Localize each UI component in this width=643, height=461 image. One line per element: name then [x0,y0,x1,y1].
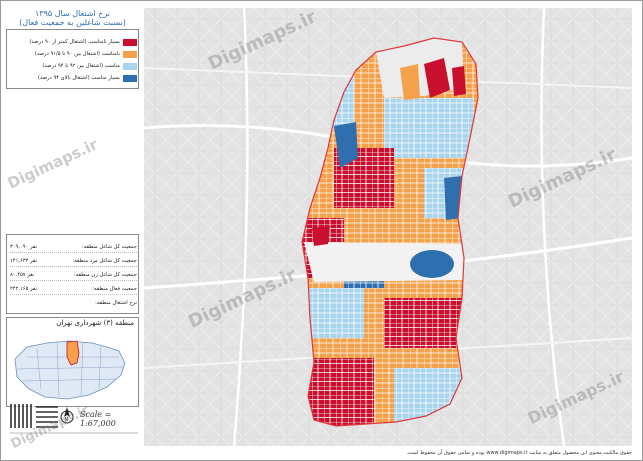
map-canvas[interactable]: Digimaps.ir Digimaps.ir Digimaps.ir Digi… [144,8,632,446]
legend-label: مناسب (اشتغال بین ۹۲ تا ۹۴ درصد) [42,63,120,69]
scale-label: Scale = 1:67,000 [80,410,116,428]
stat-value: ۱۴۱,۶۳۴ نفر [10,257,37,264]
legend-item-very-good: بسیار مناسب (اشتغال بالای ۹۴ درصد) [11,73,137,83]
credit-line: حقوق مالکیت معنوی این محصول متعلق به سای… [406,450,632,456]
title-line2: (نسبت شاغلین به جمعیت فعال) [19,18,126,27]
stat-row: ۱۴۱,۶۳۴ نفر جمعیت کل شاغل مرد منطقه: [10,255,137,267]
legend-label: نامناسب (اشتغال بین ۹۰ تا ۹۱/۵ درصد) [34,51,120,57]
legend-swatch [123,62,137,70]
stat-value: ۲۴۲,۱۶۵ نفر [10,285,37,292]
inset-panel: منطقه (۳) شهرداری تهران [6,317,139,407]
road [540,8,566,446]
stat-label: جمعیت کل شاغل زن منطقه: [74,271,137,278]
qr-code [10,404,34,428]
stat-label: جمعیت کل شاغل منطقه: [81,243,137,250]
map-svg [144,8,632,446]
legend-label: بسیار مناسب (اشتغال بالای ۹۴ درصد) [37,75,120,81]
stat-row: ۸۰,۴۵۷ نفر جمعیت کل شاغل زن منطقه: [10,269,137,281]
legend-panel: بسیار نامناسب (اشتغال کمتر از ۹۰ درصد) ن… [6,29,139,89]
stat-value: ۳۰۹,۰۹۰ نفر [10,243,37,250]
stat-label: جمعیت کل شاغل مرد منطقه: [72,257,137,264]
legend-item-very-poor: بسیار نامناسب (اشتغال کمتر از ۹۰ درصد) [11,37,137,47]
stat-label: نرخ اشتغال منطقه: [95,299,137,306]
svg-text:N: N [65,417,69,423]
inset-map [14,340,126,400]
stat-row: ۳۰۹,۰۹۰ نفر جمعیت کل شاغل منطقه: [10,241,137,253]
legend-swatch [123,50,137,58]
legend-swatch [123,74,137,82]
district-lines [16,341,124,398]
inset-title: منطقه (۳) شهرداری تهران [56,319,134,327]
footer-small-text [10,432,138,434]
sidebar: نرخ اشتغال سال ۱۳۹۵ (نسبت شاغلین به جمعی… [6,8,139,446]
stat-row: نرخ اشتغال منطقه: [10,297,137,308]
stat-value: ۸۰,۴۵۷ نفر [10,271,35,278]
legend-item-good: مناسب (اشتغال بین ۹۲ تا ۹۴ درصد) [11,61,137,71]
qr-code [36,404,58,428]
district-3-boundary [301,37,479,427]
stat-row: ۲۴۲,۱۶۵ نفر جمعیت فعال منطقه: [10,283,137,295]
legend-swatch [123,38,137,46]
legend-label: بسیار نامناسب (اشتغال کمتر از ۹۰ درصد) [29,39,120,45]
stats-panel: ۳۰۹,۰۹۰ نفر جمعیت کل شاغل منطقه: ۱۴۱,۶۳۴… [6,234,139,314]
district-3-blocks [302,38,478,426]
map-title: نرخ اشتغال سال ۱۳۹۵ (نسبت شاغلین به جمعی… [6,9,139,27]
stat-label: جمعیت فعال منطقه: [92,285,137,292]
north-arrow-icon: N [60,407,74,424]
legend-item-poor: نامناسب (اشتغال بین ۹۰ تا ۹۱/۵ درصد) [11,49,137,59]
title-line1: نرخ اشتغال سال ۱۳۹۵ [34,9,111,18]
road [232,8,249,446]
tehran-outline [14,340,126,400]
district-3-highlight [66,340,80,366]
